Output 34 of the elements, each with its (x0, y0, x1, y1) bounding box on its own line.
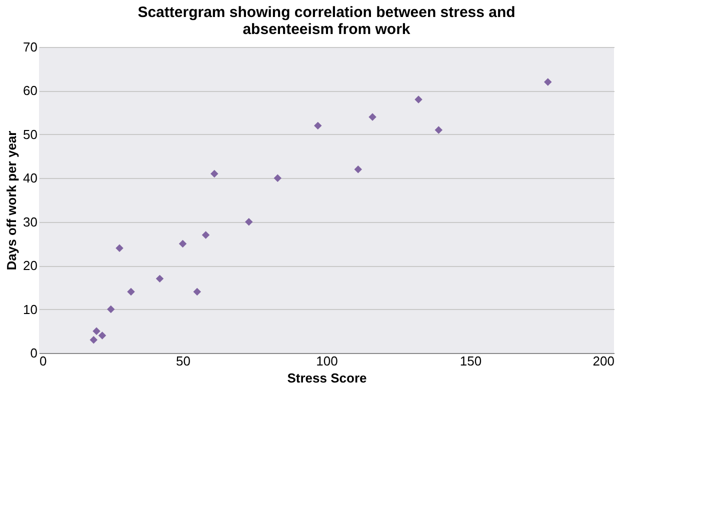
point (127, 288, 135, 296)
y-tick-label: 50 (23, 126, 38, 142)
point (274, 174, 282, 182)
y-axis-title: Days off work per year (4, 130, 20, 270)
x-tick-label: 150 (460, 354, 482, 368)
x-axis-title: Stress Score (287, 370, 367, 386)
point (202, 231, 210, 239)
point (156, 274, 164, 283)
chart-title: Scattergram showing correlation between stress and absenteeism from work (138, 4, 516, 38)
y-tick-label: 40 (23, 170, 38, 186)
y-tick-label: 60 (23, 83, 38, 98)
point (368, 113, 376, 121)
y-tick-label: 30 (23, 214, 38, 230)
point (434, 126, 442, 134)
point (210, 170, 218, 178)
point (354, 166, 362, 174)
point (98, 332, 106, 340)
point (90, 336, 98, 344)
point (107, 305, 115, 314)
x-tick-label: 200 (592, 354, 614, 368)
y-tick-label: 20 (23, 258, 38, 274)
y-tick-label: 70 (23, 40, 38, 54)
point (178, 240, 187, 248)
y-tick-label: 10 (23, 302, 38, 317)
point (245, 218, 253, 226)
point (193, 288, 201, 296)
x-tick-label: 0 (40, 354, 47, 368)
point (116, 244, 124, 252)
point (414, 96, 422, 104)
point (544, 78, 552, 86)
point (314, 122, 322, 130)
x-tick-label: 100 (316, 354, 338, 368)
x-tick-label: 50 (176, 354, 190, 368)
point (92, 327, 100, 336)
